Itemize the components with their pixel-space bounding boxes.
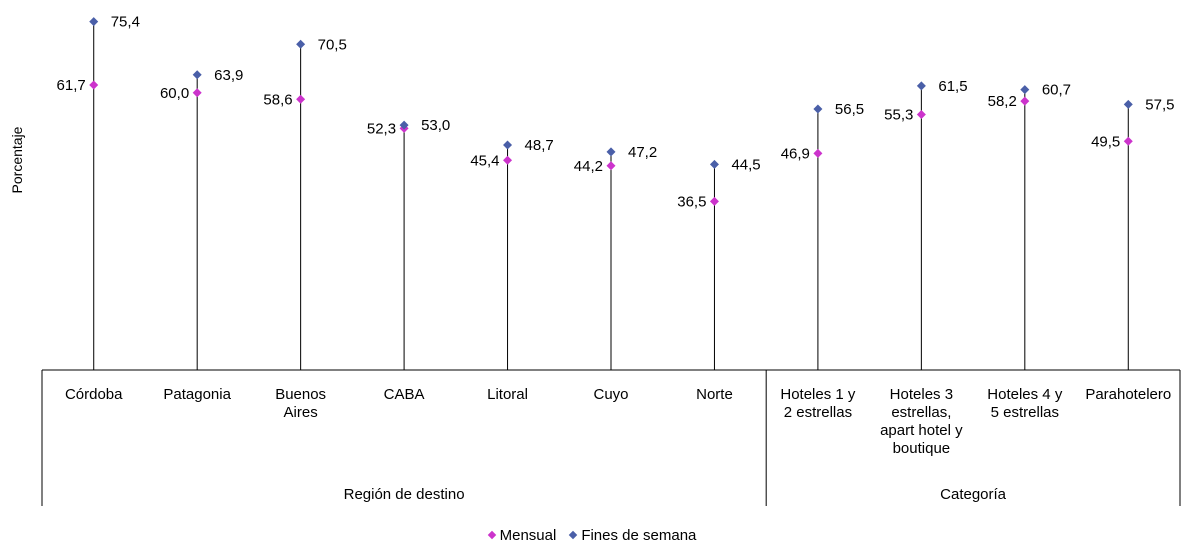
point-fines-de-semana <box>503 140 513 150</box>
data-label-mensual: 52,3 <box>367 120 396 137</box>
group-label: Categoría <box>940 486 1007 503</box>
data-label-fines-de-semana: 63,9 <box>214 67 243 84</box>
data-labels-layer: 61,7 75,4 60,0 63,9 58,6 70,5 52,3 53,0 45,4 48,7… <box>57 14 1175 211</box>
point-fines-de-semana <box>813 104 823 114</box>
data-label-fines-de-semana: 57,5 <box>1145 96 1174 113</box>
data-label-mensual: 49,5 <box>1091 133 1120 150</box>
point-fines-de-semana <box>399 120 409 130</box>
category-label: CABA <box>384 386 425 403</box>
group-label: Región de destino <box>344 486 465 503</box>
marks-layer <box>89 17 1133 206</box>
data-label-mensual: 44,2 <box>574 158 603 175</box>
category-axis <box>41 369 1181 506</box>
category-label: Litoral <box>487 386 528 403</box>
point-mensual <box>503 155 513 165</box>
chart-area: Porcentaje 61,7 75,4 60,0 63,9 58,6 70,5 52,3 5… <box>9 14 1181 506</box>
point-mensual <box>192 88 202 98</box>
point-fines-de-semana <box>606 147 616 157</box>
category-label: Hoteles 3 estrellas, apart hotel y boutique <box>880 386 963 457</box>
category-label: Córdoba <box>65 386 123 403</box>
point-mensual <box>606 161 616 171</box>
data-label-fines-de-semana: 53,0 <box>421 117 450 134</box>
legend-item-mensual: Mensual <box>487 526 557 544</box>
legend-item-fines-de-semana: Fines de semana <box>569 526 697 544</box>
data-label-fines-de-semana: 56,5 <box>835 101 864 118</box>
y-axis-title: Porcentaje <box>9 126 25 193</box>
data-label-mensual: 60,0 <box>160 85 189 102</box>
data-label-mensual: 45,4 <box>470 152 499 169</box>
data-label-fines-de-semana: 75,4 <box>111 14 140 31</box>
point-fines-de-semana <box>1020 85 1030 95</box>
legend: Mensual Fines de semana <box>0 526 1185 544</box>
group-labels-layer: Región de destino Categoría <box>344 486 1007 503</box>
data-label-mensual: 58,6 <box>263 91 292 108</box>
category-label: Parahotelero <box>1085 386 1171 403</box>
data-label-fines-de-semana: 60,7 <box>1042 82 1071 99</box>
category-labels-layer: Córdoba Patagonia Buenos Aires CABA Litoral Cu… <box>65 386 1171 457</box>
data-label-fines-de-semana: 47,2 <box>628 144 657 161</box>
legend-marker-mensual <box>487 530 496 540</box>
category-label: Cuyo <box>593 386 628 403</box>
point-mensual <box>296 94 306 104</box>
point-mensual <box>89 80 99 90</box>
point-mensual <box>916 110 926 120</box>
point-mensual <box>1020 96 1030 106</box>
point-mensual <box>813 148 823 158</box>
data-label-fines-de-semana: 48,7 <box>525 137 554 154</box>
data-label-mensual: 61,7 <box>57 77 86 94</box>
legend-label-fines-de-semana: Fines de semana <box>581 526 697 544</box>
data-label-mensual: 36,5 <box>677 193 706 210</box>
category-label: Buenos Aires <box>275 386 326 421</box>
point-fines-de-semana <box>1123 99 1133 109</box>
point-fines-de-semana <box>192 70 202 80</box>
point-fines-de-semana <box>916 81 926 91</box>
y-axis-title-group: Porcentaje <box>9 126 25 193</box>
data-label-mensual: 58,2 <box>988 93 1017 110</box>
data-label-fines-de-semana: 44,5 <box>731 156 760 173</box>
stems-layer <box>93 21 1129 370</box>
category-label: Patagonia <box>163 386 231 403</box>
legend-label-mensual: Mensual <box>499 526 557 544</box>
data-label-fines-de-semana: 61,5 <box>938 78 967 95</box>
data-label-fines-de-semana: 70,5 <box>318 36 347 53</box>
data-label-mensual: 55,3 <box>884 107 913 124</box>
point-fines-de-semana <box>89 17 99 27</box>
legend-marker-fines-de-semana <box>569 530 578 540</box>
category-label: Norte <box>696 386 733 403</box>
point-mensual <box>1123 136 1133 146</box>
point-mensual <box>709 196 719 206</box>
point-fines-de-semana <box>709 159 719 169</box>
data-label-mensual: 46,9 <box>781 145 810 162</box>
point-fines-de-semana <box>296 39 306 49</box>
